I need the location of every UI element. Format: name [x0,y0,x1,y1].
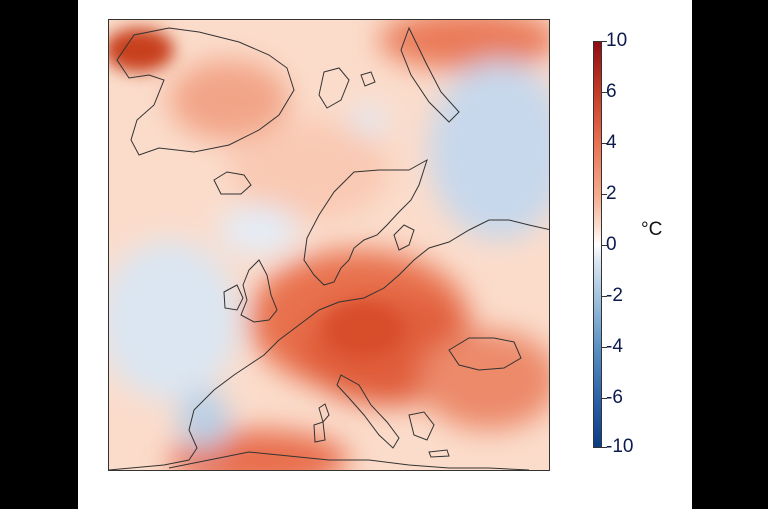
colorbar-tick [602,143,607,144]
coastlines [109,26,549,470]
colorbar-tick-label: -10 [606,436,634,457]
colorbar-tick-label: 10 [606,30,628,51]
scandinavia-coast [303,158,428,286]
continental-europe-coast [109,219,549,470]
greenland-coast [116,27,295,156]
iceland-coast [213,171,252,195]
svalbard-coast [318,67,350,109]
colorbar-tick-label: -2 [606,285,623,306]
colorbar-tick [602,398,607,399]
crete-coast [428,449,450,458]
temperature-anomaly-map [108,19,550,471]
great-britain-coast [240,259,278,323]
north-africa-coast [168,451,530,470]
colorbar-tick-label: 4 [606,132,617,153]
colorbar-tick-label: 2 [606,183,617,204]
colorbar-tick [602,296,607,297]
arctic-island-coast [360,71,376,87]
colorbar-tick [602,447,607,448]
colorbar-tick [602,41,607,42]
italy-coast [336,374,400,449]
colorbar-tick [602,245,607,246]
colorbar-tick [602,347,607,348]
colorbar-tick-label: -4 [606,336,623,357]
anomaly-field [109,20,549,470]
map-svg [109,20,549,470]
ireland-coast [223,284,244,311]
colorbar-unit-label: °C [641,219,663,240]
black-sea-coast [448,337,522,371]
colorbar-tick [602,92,607,93]
colorbar-tick-label: 0 [606,234,617,255]
sardinia-coast [313,421,326,443]
corsica-coast [318,403,330,424]
anomaly-hotspots [109,28,404,358]
novaya-zemlya-coast [400,26,460,123]
greece-coast [408,411,435,441]
colorbar [593,41,602,448]
colorbar-tick-label: -6 [606,387,623,408]
colorbar-tick-label: 6 [606,81,617,102]
colorbar-tick [602,194,607,195]
baltic-coast [393,224,415,251]
